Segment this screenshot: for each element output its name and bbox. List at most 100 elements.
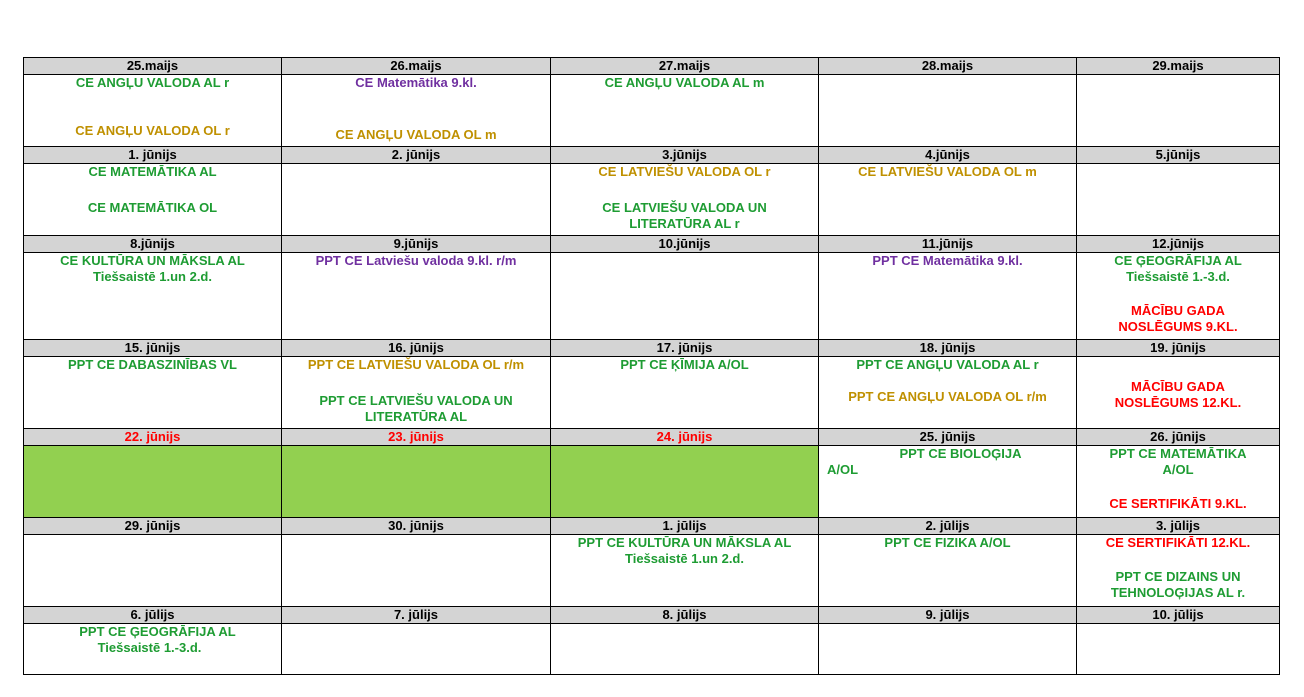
date-header: 30. jūnijs <box>281 517 551 535</box>
date-header: 11.jūnijs <box>818 235 1077 253</box>
date-header: 2. jūlijs <box>818 517 1077 535</box>
day-cell <box>281 163 551 236</box>
exam-entry: PPT CE Latviešu valoda 9.kl. r/m <box>315 253 517 268</box>
exam-entry: PPT CE ĶĪMIJA A/OL <box>620 357 749 372</box>
exam-entry: CE KULTŪRA UN MĀKSLA AL <box>60 253 245 268</box>
exam-entry: TEHNOLOĢIJAS AL r. <box>1110 585 1246 600</box>
date-header: 16. jūnijs <box>281 339 551 357</box>
date-header: 9. jūlijs <box>818 606 1077 624</box>
week-body-row: CE KULTŪRA UN MĀKSLA AL Tiešsaistē 1.un … <box>23 252 1280 340</box>
date-header: 8.jūnijs <box>23 235 282 253</box>
week-header-row: 8.jūnijs 9.jūnijs 10.jūnijs 11.jūnijs 12… <box>23 235 1280 253</box>
day-cell: CE SERTIFIKĀTI 12.KL. PPT CE DIZAINS UN … <box>1076 534 1280 607</box>
date-header: 12.jūnijs <box>1076 235 1280 253</box>
exam-entry: A/OL <box>827 462 859 477</box>
exam-entry: PPT CE ANGĻU VALODA OL r/m <box>848 389 1047 404</box>
exam-entry: CE MATEMĀTIKA OL <box>87 200 218 215</box>
exam-entry: PPT CE Matemātika 9.kl. <box>872 253 1023 268</box>
day-cell: PPT CE ĶĪMIJA A/OL <box>550 356 819 429</box>
date-header: 19. jūnijs <box>1076 339 1280 357</box>
date-header: 22. jūnijs <box>23 428 282 446</box>
week-header-row: 15. jūnijs 16. jūnijs 17. jūnijs 18. jūn… <box>23 339 1280 357</box>
date-header: 5.jūnijs <box>1076 146 1280 164</box>
week-body-row: PPT CE BIOLOĢIJA A/OL PPT CE MATEMĀTIKA … <box>23 445 1280 518</box>
holiday-cell <box>550 445 819 518</box>
date-header: 23. jūnijs <box>281 428 551 446</box>
exam-entry: A/OL <box>1162 462 1194 477</box>
day-cell <box>23 534 282 607</box>
exam-entry: NOSLĒGUMS 9.KL. <box>1118 319 1238 334</box>
exam-entry: CE LATVIEŠU VALODA OL m <box>858 164 1037 179</box>
exam-entry: NOSLĒGUMS 12.KL. <box>1114 395 1242 410</box>
date-header: 4.jūnijs <box>818 146 1077 164</box>
day-cell: CE Matemātika 9.kl. CE ANGĻU VALODA OL m <box>281 74 551 147</box>
exam-entry: Tiešsaistē 1.-3.d. <box>1126 269 1230 284</box>
exam-entry: MĀCĪBU GADA <box>1131 379 1225 394</box>
date-header: 2. jūnijs <box>281 146 551 164</box>
exam-entry: Tiešsaistē 1.un 2.d. <box>625 551 744 566</box>
date-header: 3.jūnijs <box>550 146 819 164</box>
date-header: 18. jūnijs <box>818 339 1077 357</box>
date-header: 6. jūlijs <box>23 606 282 624</box>
exam-entry: CE MATEMĀTIKA AL <box>88 164 217 179</box>
day-cell: PPT CE KULTŪRA UN MĀKSLA AL Tiešsaistē 1… <box>550 534 819 607</box>
day-cell <box>550 623 819 675</box>
day-cell <box>281 623 551 675</box>
day-cell: PPT CE ANGĻU VALODA AL r PPT CE ANGĻU VA… <box>818 356 1077 429</box>
day-cell <box>1076 163 1280 236</box>
week-body-row: PPT CE ĢEOGRĀFIJA AL Tiešsaistē 1.-3.d. <box>23 623 1280 675</box>
date-header: 24. jūnijs <box>550 428 819 446</box>
exam-entry: PPT CE KULTŪRA UN MĀKSLA AL <box>577 535 792 550</box>
exam-entry: CE ANGĻU VALODA AL r <box>75 75 230 90</box>
day-cell: CE ANGĻU VALODA AL m <box>550 74 819 147</box>
day-cell: CE ANGĻU VALODA AL r CE ANGĻU VALODA OL … <box>23 74 282 147</box>
day-cell: PPT CE MATEMĀTIKA A/OL CE SERTIFIKĀTI 9.… <box>1076 445 1280 518</box>
date-header: 10. jūlijs <box>1076 606 1280 624</box>
day-cell <box>818 74 1077 147</box>
date-header: 26.maijs <box>281 57 551 75</box>
exam-entry: PPT CE ANGĻU VALODA AL r <box>856 357 1039 372</box>
day-cell <box>550 252 819 340</box>
date-header: 10.jūnijs <box>550 235 819 253</box>
date-header: 27.maijs <box>550 57 819 75</box>
date-header: 17. jūnijs <box>550 339 819 357</box>
exam-entry: CE LATVIEŠU VALODA OL r <box>598 164 771 179</box>
exam-entry: CE SERTIFIKĀTI 12.KL. <box>1105 535 1251 550</box>
date-header: 1. jūlijs <box>550 517 819 535</box>
exam-entry: MĀCĪBU GADA <box>1131 303 1225 318</box>
day-cell: PPT CE LATVIEŠU VALODA OL r/m PPT CE LAT… <box>281 356 551 429</box>
week-body-row: PPT CE KULTŪRA UN MĀKSLA AL Tiešsaistē 1… <box>23 534 1280 607</box>
week-header-row: 29. jūnijs 30. jūnijs 1. jūlijs 2. jūlij… <box>23 517 1280 535</box>
exam-entry: CE SERTIFIKĀTI 9.KL. <box>1109 496 1247 511</box>
day-cell <box>1076 74 1280 147</box>
exam-entry: Tiešsaistē 1.un 2.d. <box>93 269 212 284</box>
day-cell <box>818 623 1077 675</box>
date-header: 7. jūlijs <box>281 606 551 624</box>
exam-entry: CE ANGĻU VALODA OL m <box>335 127 497 142</box>
week-header-row: 6. jūlijs 7. jūlijs 8. jūlijs 9. jūlijs … <box>23 606 1280 624</box>
week-header-row: 22. jūnijs 23. jūnijs 24. jūnijs 25. jūn… <box>23 428 1280 446</box>
exam-entry: PPT CE DABASZINĪBAS VL <box>67 357 237 372</box>
exam-entry: Tiešsaistē 1.-3.d. <box>97 640 202 655</box>
holiday-cell <box>281 445 551 518</box>
day-cell: PPT CE ĢEOGRĀFIJA AL Tiešsaistē 1.-3.d. <box>23 623 282 675</box>
week-body-row: CE ANGĻU VALODA AL r CE ANGĻU VALODA OL … <box>23 74 1280 147</box>
day-cell: PPT CE BIOLOĢIJA A/OL <box>818 445 1077 518</box>
day-cell: CE LATVIEŠU VALODA OL m <box>818 163 1077 236</box>
exam-entry: PPT CE LATVIEŠU VALODA OL r/m <box>307 357 525 372</box>
date-header: 8. jūlijs <box>550 606 819 624</box>
week-header-row: 1. jūnijs 2. jūnijs 3.jūnijs 4.jūnijs 5.… <box>23 146 1280 164</box>
exam-entry: PPT CE BIOLOĢIJA <box>899 446 1022 461</box>
exam-entry: CE ĢEOGRĀFIJA AL <box>1114 253 1242 268</box>
date-header: 15. jūnijs <box>23 339 282 357</box>
date-header: 9.jūnijs <box>281 235 551 253</box>
week-header-row: 25.maijs 26.maijs 27.maijs 28.maijs 29.m… <box>23 57 1280 75</box>
date-header: 29.maijs <box>1076 57 1280 75</box>
exam-entry: PPT CE LATVIEŠU VALODA UN <box>319 393 513 408</box>
date-header: 25. jūnijs <box>818 428 1077 446</box>
exam-entry: PPT CE ĢEOGRĀFIJA AL <box>79 624 236 639</box>
exam-entry: PPT CE DIZAINS UN <box>1115 569 1241 584</box>
day-cell <box>281 534 551 607</box>
date-header: 3. jūlijs <box>1076 517 1280 535</box>
date-header: 1. jūnijs <box>23 146 282 164</box>
